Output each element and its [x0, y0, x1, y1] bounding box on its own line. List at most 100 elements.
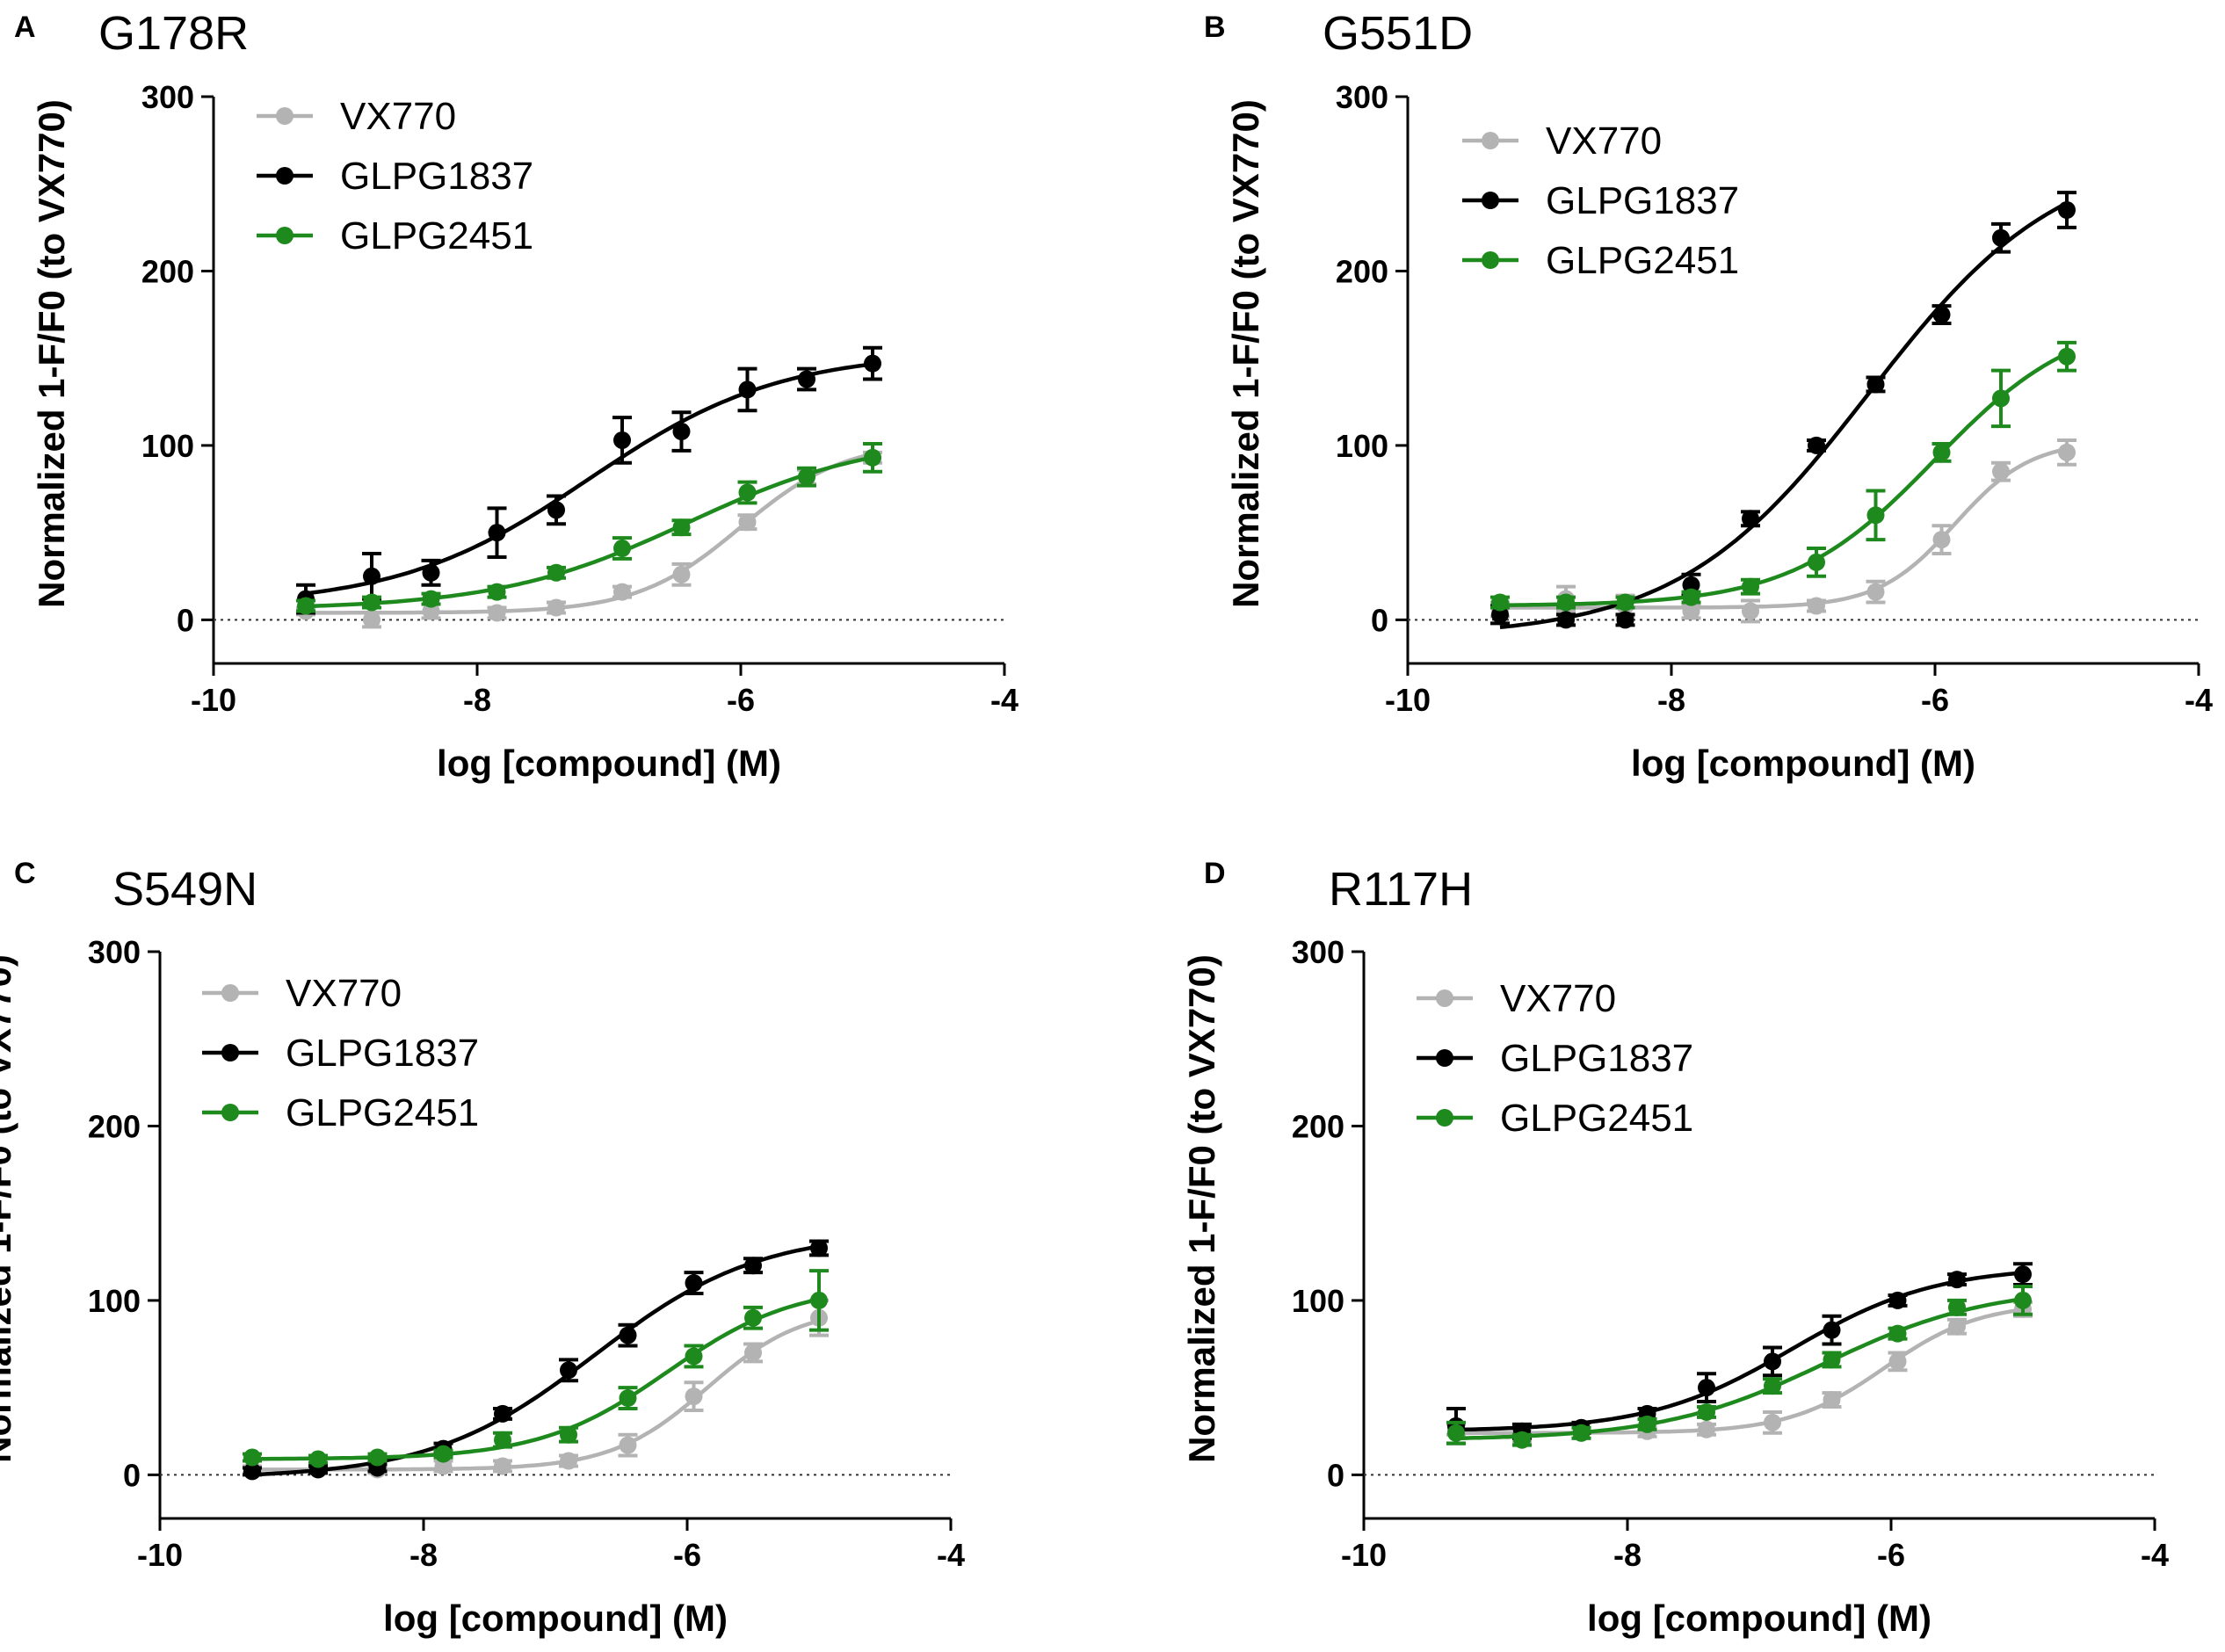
x-axis-title: log [compound] (M)	[1587, 1598, 1931, 1639]
y-tick-label: 100	[141, 428, 194, 464]
legend-marker	[1482, 251, 1499, 269]
data-point	[744, 1308, 762, 1327]
x-tick-label: -10	[137, 1537, 183, 1573]
data-point	[1698, 1402, 1715, 1421]
legend-marker	[1436, 1049, 1453, 1067]
data-point	[1808, 436, 1825, 454]
data-point	[1557, 611, 1575, 629]
data-point	[685, 1388, 703, 1406]
data-point	[560, 1452, 577, 1470]
series-glpg1837	[1446, 1262, 2033, 1446]
data-point	[619, 1389, 637, 1408]
data-point	[547, 598, 565, 617]
fit-curve	[1455, 1297, 2024, 1441]
data-point	[1682, 602, 1700, 620]
series-glpg2451	[1490, 340, 2076, 612]
data-point	[672, 423, 691, 441]
data-point	[494, 1404, 511, 1423]
panel-letter: D	[1204, 857, 1226, 890]
series-vx770	[1490, 438, 2076, 624]
data-point	[2014, 1265, 2032, 1284]
legend-label: GLPG1837	[1500, 1037, 1693, 1080]
data-point	[1888, 1324, 1907, 1343]
y-axis-title: Normalized 1-F/F0 (to VX770)	[31, 99, 72, 608]
data-point	[1572, 1424, 1591, 1442]
data-point	[1823, 1391, 1841, 1409]
data-point	[560, 1425, 577, 1444]
series-glpg1837	[1490, 191, 2076, 630]
panel-letter: C	[14, 857, 36, 890]
panel-A: A G178R 0 100 200 300 -10 -8 -6 -4 log [compound] …	[14, 7, 1018, 784]
series-glpg2451	[1446, 1285, 2033, 1449]
legend-label: VX770	[286, 972, 402, 1015]
x-tick-label: -4	[2185, 682, 2213, 718]
data-point	[613, 583, 631, 601]
x-tick-label: -4	[990, 682, 1018, 718]
data-point	[1948, 1298, 1966, 1316]
x-tick-label: -6	[673, 1537, 701, 1573]
legend-marker	[1482, 192, 1499, 209]
legend-marker	[276, 107, 294, 125]
data-point	[1742, 510, 1759, 528]
data-point	[1888, 1291, 1907, 1309]
legend-label: GLPG2451	[1500, 1097, 1693, 1140]
x-axis-title: log [compound] (M)	[1631, 743, 1975, 784]
y-tick-label: 300	[1292, 934, 1344, 970]
data-point	[1992, 462, 2010, 481]
legend-label: VX770	[1500, 977, 1616, 1020]
y-tick-label: 100	[1292, 1283, 1344, 1319]
fit-curve	[1456, 1308, 2024, 1435]
legend-label: GLPG1837	[340, 155, 533, 198]
data-point	[810, 1239, 828, 1257]
data-point	[1808, 597, 1825, 615]
panel-letter: B	[1204, 11, 1226, 44]
data-point	[1866, 583, 1885, 601]
data-point	[1698, 1379, 1715, 1397]
data-point	[494, 1457, 511, 1475]
y-axis-title: Normalized 1-F/F0 (to VX770)	[1225, 99, 1266, 608]
legend-label: VX770	[340, 95, 456, 138]
legend-marker	[1436, 1109, 1453, 1127]
data-point	[1866, 506, 1885, 525]
legend-label: GLPG1837	[1546, 179, 1739, 222]
data-point	[488, 604, 506, 622]
fit-curve	[306, 452, 873, 615]
data-point	[1616, 611, 1634, 629]
data-point	[685, 1347, 703, 1366]
legend-label: GLPG1837	[286, 1032, 479, 1075]
data-point	[1823, 1321, 1841, 1339]
data-point	[2058, 443, 2076, 461]
legend: VX770 GLPG1837 GLPG2451	[202, 972, 479, 1134]
legend: VX770 GLPG1837 GLPG2451	[257, 95, 533, 257]
data-point	[363, 611, 380, 629]
data-point	[297, 597, 315, 615]
y-tick-label: 300	[1336, 79, 1388, 115]
data-point	[738, 380, 757, 399]
panel-title: G178R	[98, 7, 249, 60]
panel-title: S549N	[112, 863, 257, 916]
data-point	[1682, 588, 1700, 606]
data-point	[1557, 593, 1575, 612]
legend-label: GLPG2451	[1546, 239, 1739, 282]
data-point	[1823, 1351, 1841, 1369]
fit-curve	[1499, 201, 2069, 630]
y-tick-label: 200	[88, 1108, 141, 1144]
data-point	[2058, 201, 2076, 219]
panel-C: C S549N 0 100 200 300 -10 -8 -6 -4 log [compound] …	[0, 857, 965, 1639]
x-axis-title: log [compound] (M)	[437, 743, 781, 784]
data-point	[1992, 389, 2010, 408]
data-point	[1764, 1352, 1781, 1371]
x-tick-label: -4	[2141, 1537, 2169, 1573]
fit-curve	[252, 1297, 820, 1461]
y-tick-label: 100	[88, 1283, 141, 1319]
legend-marker	[276, 167, 294, 185]
data-point	[363, 567, 380, 585]
data-point	[1698, 1420, 1715, 1438]
y-axis-title: Normalized 1-F/F0 (to VX770)	[1181, 954, 1222, 1463]
data-point	[744, 1257, 762, 1275]
x-tick-label: -8	[409, 1537, 438, 1573]
data-point	[798, 370, 815, 388]
data-point	[1638, 1415, 1656, 1433]
data-point	[1513, 1431, 1531, 1449]
data-point	[547, 563, 565, 582]
